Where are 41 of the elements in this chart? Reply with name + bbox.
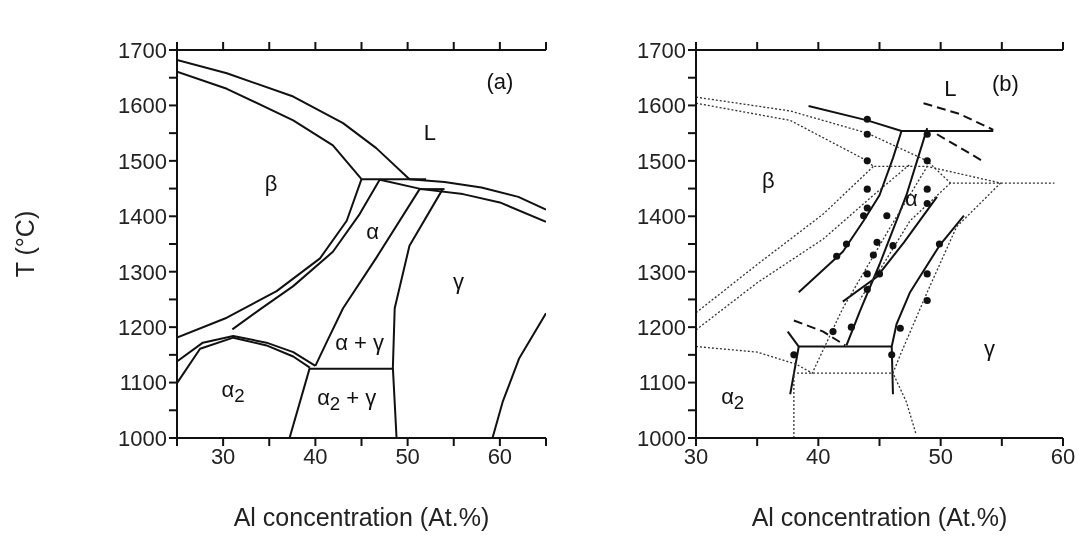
annotation: α$_{2}$: [221, 376, 245, 406]
annotation: L: [944, 76, 957, 102]
x-tick-label: 40: [303, 443, 328, 469]
annotation: β: [761, 167, 775, 193]
x-axis-title: Al concentration (At.%): [751, 503, 1008, 531]
annotation: L: [423, 120, 436, 146]
x-tick-label: 50: [395, 443, 420, 469]
y-tick-label: 1300: [637, 259, 686, 285]
annotation: β: [264, 170, 278, 196]
annotation: α$_{2}$: [721, 383, 745, 413]
annotation: γ: [453, 268, 465, 294]
y-tick-label: 1200: [637, 314, 686, 340]
y-tick-label: 1200: [118, 314, 167, 340]
y-tick-label: 1600: [118, 93, 167, 119]
x-tick-label: 40: [806, 443, 831, 469]
y-tick-label: 1700: [118, 37, 167, 63]
y-tick-label: 1400: [118, 204, 167, 230]
x-tick-label: 30: [683, 443, 709, 469]
annotation: α: [905, 185, 919, 211]
x-tick-label: 50: [928, 443, 953, 469]
x-tick-label: 60: [1050, 443, 1076, 469]
y-tick-label: 1100: [638, 370, 686, 396]
annotation: α + γ: [335, 330, 385, 356]
y-tick-label: 1700: [637, 37, 686, 63]
annotation: α: [366, 218, 380, 244]
y-tick-label: 1400: [637, 204, 686, 230]
y-tick-label: 1500: [637, 148, 686, 174]
annotation: (b): [991, 70, 1019, 96]
y-tick-label: 1000: [118, 425, 167, 451]
x-tick-label: 60: [487, 443, 513, 469]
y-axis-title: T (°C): [10, 210, 39, 278]
y-tick-label: 1600: [637, 93, 686, 119]
y-tick-label: 1100: [119, 370, 167, 396]
x-tick-label: 30: [210, 443, 236, 469]
y-tick-label: 1300: [118, 259, 167, 285]
y-tick-label: 1500: [118, 148, 167, 174]
annotation: γ: [984, 336, 996, 362]
x-axis-title: Al concentration (At.%): [233, 503, 490, 531]
y-tick-label: 1000: [637, 425, 686, 451]
annotation: (a): [486, 68, 514, 94]
annotation: α$_{2}$ + γ: [317, 385, 377, 414]
